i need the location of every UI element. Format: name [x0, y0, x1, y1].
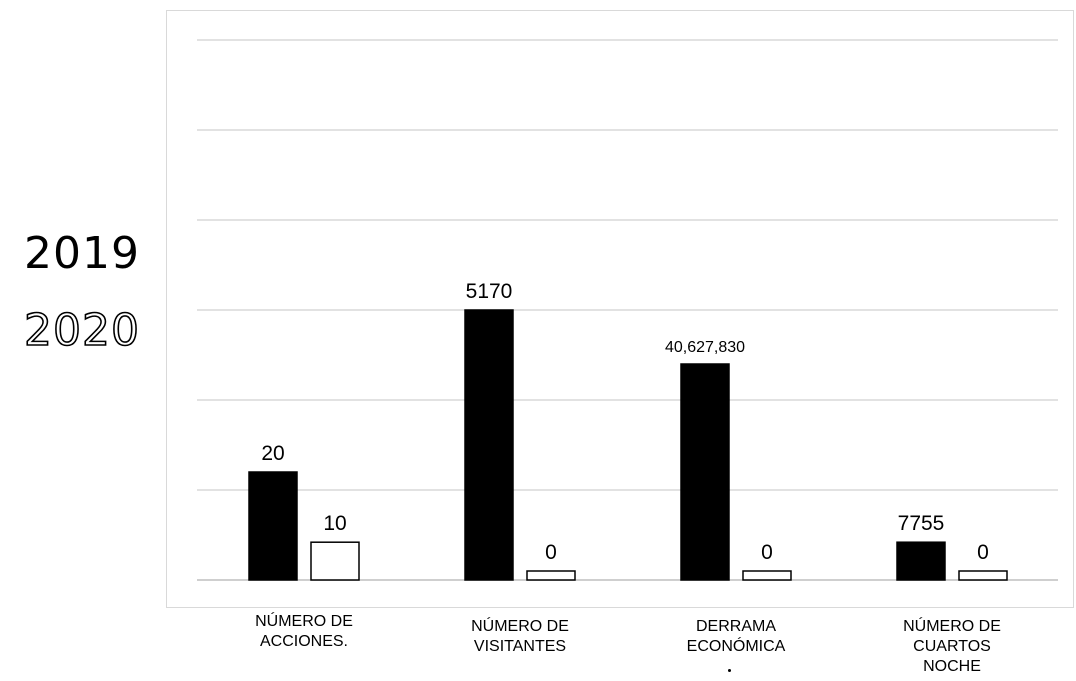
category-label-line: NÚMERO DE [255, 613, 353, 630]
data-label-2019-2: 40,627,830 [665, 339, 745, 356]
category-label-3: NÚMERO DE CUARTOS NOCHE [877, 617, 1027, 677]
category-label-line: CUARTOS [913, 638, 991, 655]
bar-2019-0 [248, 471, 298, 581]
category-label-0: NÚMERO DE ACCIONES. [229, 612, 379, 652]
category-label-line: DERRAMA [695, 618, 776, 635]
data-label-2020-2: 0 [761, 541, 773, 564]
data-label-2020-1: 0 [545, 541, 557, 564]
bar-2020-3 [958, 570, 1008, 581]
bar-2020-0 [310, 541, 360, 581]
bar-2020-2 [742, 570, 792, 581]
data-label-2020-0: 10 [323, 512, 346, 535]
stray-dot [728, 669, 731, 672]
legend-2019: 2019 [24, 228, 140, 279]
data-label-2019-1: 5170 [466, 280, 513, 303]
bar-2019-2 [680, 363, 730, 581]
category-label-line: NÚMERO DE [471, 618, 569, 635]
category-label-line: NOCHE [923, 658, 981, 675]
category-label-line: NÚMERO DE [903, 618, 1001, 635]
data-label-2020-3: 0 [977, 541, 989, 564]
bar-2019-1 [464, 309, 514, 581]
category-label-line: ECONÓMICA [686, 638, 786, 655]
bar-2019-3 [896, 541, 946, 581]
legend: 2019 2020 [0, 0, 170, 681]
category-label-line: ACCIONES. [259, 633, 348, 650]
category-label-2: DERRAMA ECONÓMICA [661, 617, 811, 657]
legend-2020: 2020 [23, 304, 140, 357]
plot-area-frame [166, 10, 1074, 608]
data-label-2019-3: 7755 [898, 512, 945, 535]
bar-2020-1 [526, 570, 576, 581]
data-label-2019-0: 20 [261, 442, 284, 465]
category-label-1: NÚMERO DE VISITANTES [445, 617, 595, 657]
category-label-line: VISITANTES [473, 638, 567, 655]
